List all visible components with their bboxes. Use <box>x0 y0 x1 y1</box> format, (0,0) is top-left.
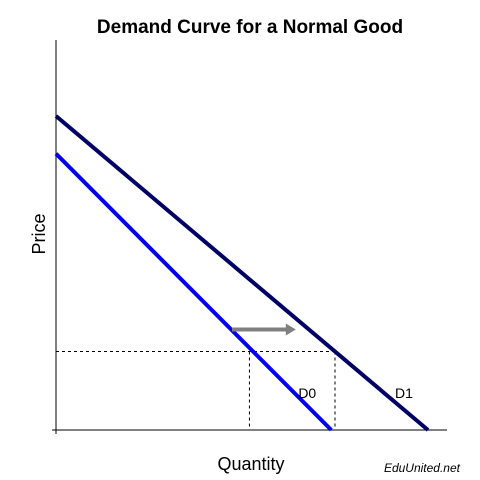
shift-arrow <box>232 323 296 336</box>
curve-label-d0: D0 <box>298 385 316 401</box>
y-axis-label: Price <box>29 213 49 254</box>
source-watermark: EduUnited.net <box>384 461 461 475</box>
demand-curves <box>54 114 430 432</box>
demand-curve-d0 <box>54 152 333 432</box>
shift-arrow-head <box>285 323 296 336</box>
x-axis-label: Quantity <box>217 454 284 474</box>
curve-label-d1: D1 <box>395 385 413 401</box>
demand-curve-d1 <box>54 114 430 432</box>
reference-lines <box>56 351 336 430</box>
curve-labels: D0 D1 <box>298 385 413 401</box>
chart-title: Demand Curve for a Normal Good <box>97 17 403 38</box>
